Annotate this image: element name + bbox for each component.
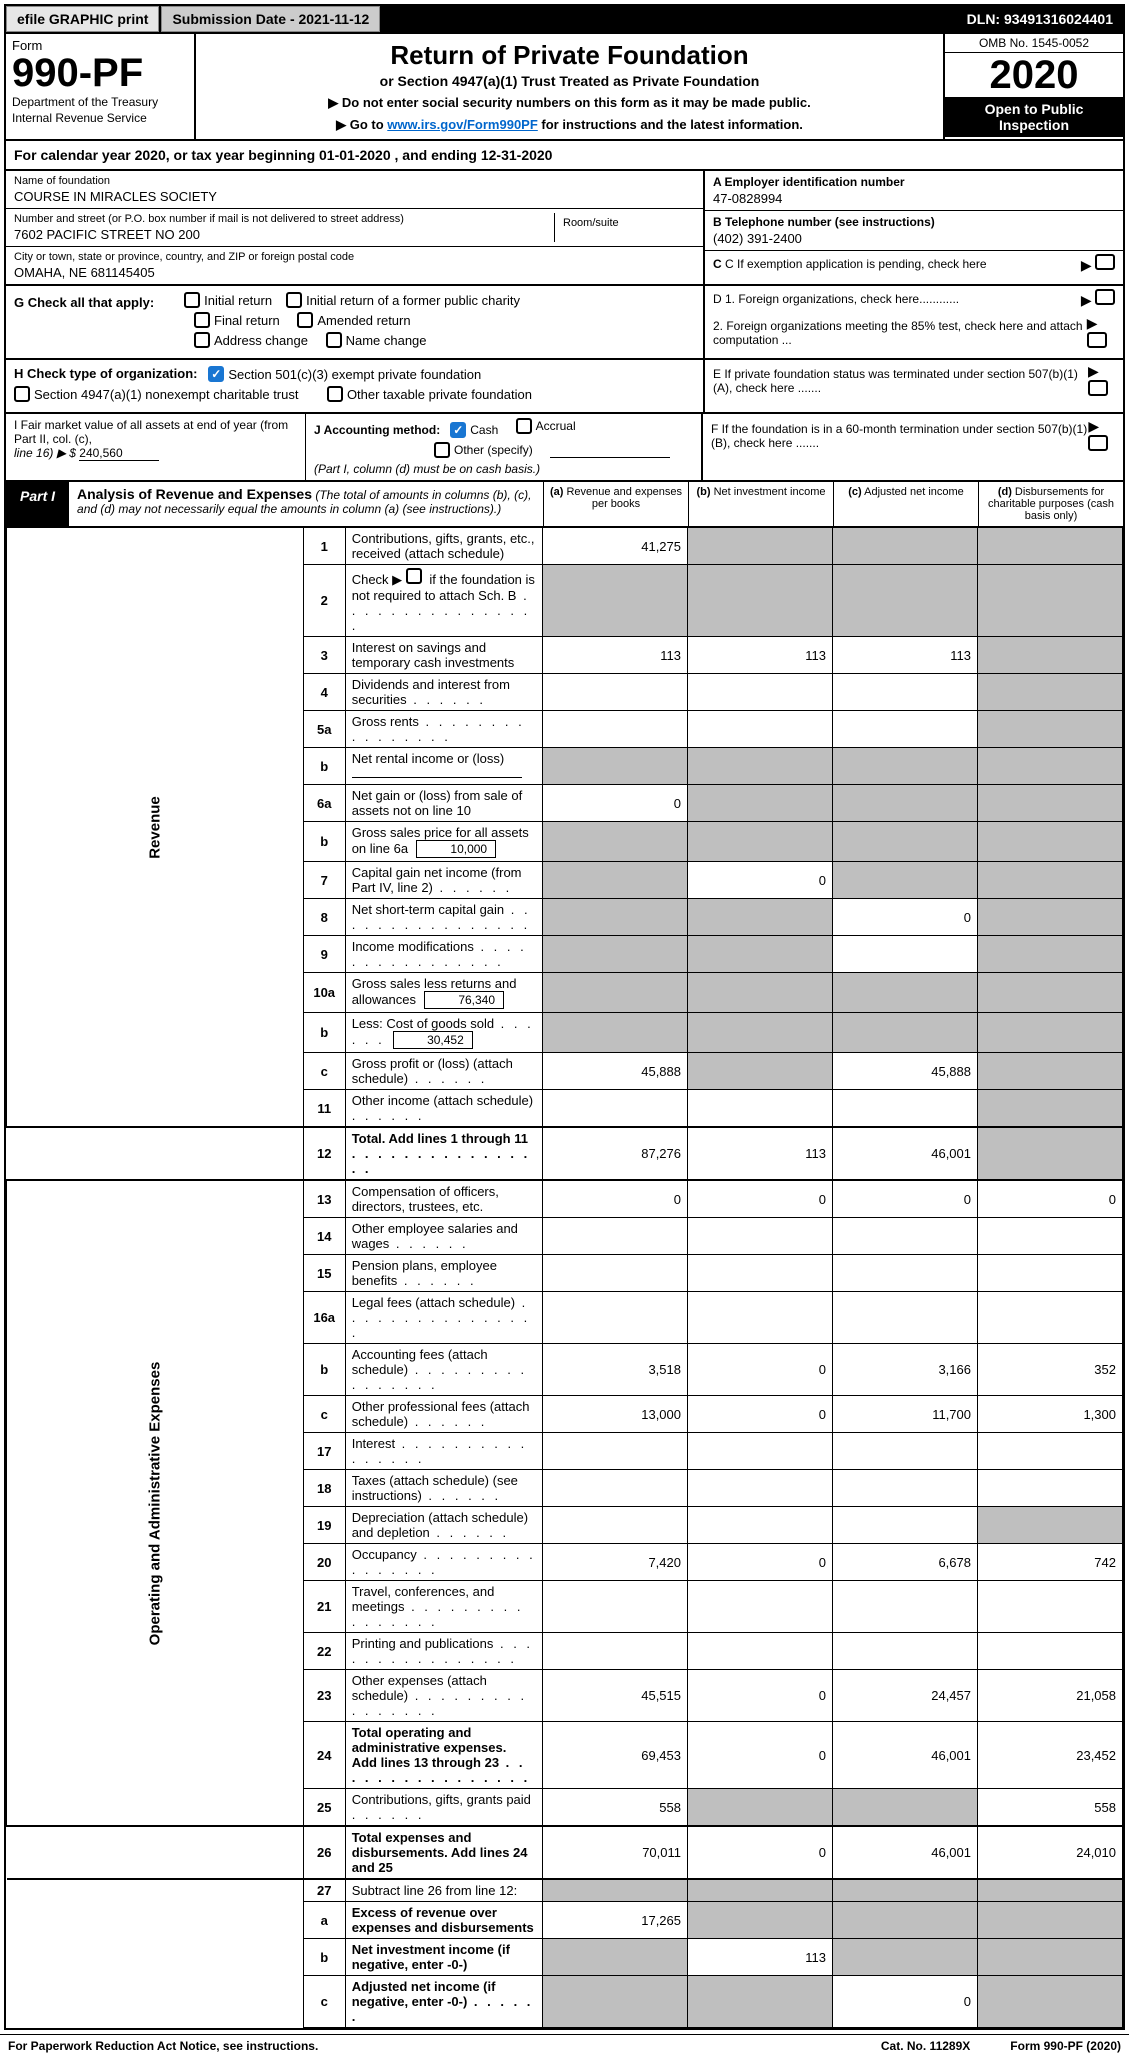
- e-block: E If private foundation status was termi…: [703, 360, 1123, 412]
- part1-header: Part I Analysis of Revenue and Expenses …: [6, 482, 1123, 527]
- g-name-checkbox[interactable]: [326, 332, 342, 348]
- footer-catno: Cat. No. 11289X: [881, 2039, 970, 2053]
- omb-number: OMB No. 1545-0052: [945, 34, 1123, 53]
- h-block: H Check type of organization: Section 50…: [6, 360, 1123, 414]
- h-left: H Check type of organization: Section 50…: [6, 360, 703, 412]
- footer-left: For Paperwork Reduction Act Notice, see …: [8, 2039, 318, 2053]
- form-container: efile GRAPHIC print Submission Date - 20…: [4, 4, 1125, 2030]
- g-left: G Check all that apply: Initial return I…: [6, 286, 703, 358]
- g-block: G Check all that apply: Initial return I…: [6, 286, 1123, 360]
- form-subtitle: or Section 4947(a)(1) Trust Treated as P…: [202, 73, 937, 89]
- note-ssn: ▶ Do not enter social security numbers o…: [202, 95, 937, 111]
- d2-label: 2. Foreign organizations meeting the 85%…: [713, 319, 1087, 347]
- c-label: C C If exemption application is pending,…: [713, 257, 987, 271]
- table-row: 12Total. Add lines 1 through 1187,276113…: [7, 1127, 1123, 1180]
- d1-label: D 1. Foreign organizations, check here..…: [713, 292, 959, 306]
- col-c-head: (c) Adjusted net income: [833, 482, 978, 526]
- open-to-public: Open to Public Inspection: [945, 97, 1123, 137]
- tax-year: 2020: [945, 53, 1123, 97]
- dept-irs: Internal Revenue Service: [12, 111, 188, 125]
- footer-form: Form 990-PF (2020): [1010, 2039, 1121, 2053]
- col-a-head: (a) Revenue and expenses per books: [543, 482, 688, 526]
- j-label: J Accounting method:: [314, 423, 440, 437]
- header-left: Form 990-PF Department of the Treasury I…: [6, 34, 196, 139]
- part1-title-cell: Analysis of Revenue and Expenses (The to…: [69, 482, 543, 526]
- arrow-icon: ▶: [1081, 257, 1092, 273]
- dept-treasury: Department of the Treasury: [12, 95, 188, 109]
- j-accrual-checkbox[interactable]: [516, 418, 532, 434]
- form-title: Return of Private Foundation: [202, 40, 937, 71]
- identity-block: Name of foundation COURSE IN MIRACLES SO…: [6, 171, 1123, 286]
- g-label: G Check all that apply:: [14, 295, 154, 310]
- table-row: Revenue 1 Contributions, gifts, grants, …: [7, 528, 1123, 565]
- identity-left: Name of foundation COURSE IN MIRACLES SO…: [6, 171, 703, 284]
- j-note: (Part I, column (d) must be on cash basi…: [314, 462, 540, 476]
- col-d-head: (d) Disbursements for charitable purpose…: [978, 482, 1123, 526]
- e-checkbox[interactable]: [1088, 380, 1108, 396]
- note-goto-pre: ▶ Go to: [336, 117, 387, 132]
- j-cell: J Accounting method: Cash Accrual Other …: [306, 414, 703, 480]
- c-checkbox[interactable]: [1095, 254, 1115, 270]
- part1-table: Revenue 1 Contributions, gifts, grants, …: [6, 527, 1123, 2028]
- g-amended-checkbox[interactable]: [297, 312, 313, 328]
- efile-print-button[interactable]: efile GRAPHIC print: [6, 6, 159, 32]
- g-address-checkbox[interactable]: [194, 332, 210, 348]
- city-label: City or town, state or province, country…: [14, 251, 695, 263]
- header-right: OMB No. 1545-0052 2020 Open to Public In…: [943, 34, 1123, 139]
- street-address: 7602 PACIFIC STREET NO 200: [14, 227, 554, 242]
- header-center: Return of Private Foundation or Section …: [196, 34, 943, 139]
- h-501c3-checkbox[interactable]: [208, 366, 224, 382]
- d-block: D 1. Foreign organizations, check here..…: [703, 286, 1123, 358]
- g-final-checkbox[interactable]: [194, 312, 210, 328]
- table-row: Operating and Administrative Expenses 13…: [7, 1180, 1123, 1218]
- j-cash-checkbox[interactable]: [450, 422, 466, 438]
- e-label: E If private foundation status was termi…: [713, 367, 1088, 395]
- topbar: efile GRAPHIC print Submission Date - 20…: [6, 6, 1123, 34]
- ein-label: A Employer identification number: [713, 175, 1115, 189]
- dln: DLN: 93491316024401: [957, 7, 1123, 31]
- i-label-2: line 16) ▶ $: [14, 446, 76, 460]
- i-cell: I Fair market value of all assets at end…: [6, 414, 306, 480]
- f-checkbox[interactable]: [1088, 435, 1108, 451]
- street-label: Number and street (or P.O. box number if…: [14, 213, 554, 225]
- schb-checkbox[interactable]: [406, 568, 422, 584]
- name-label: Name of foundation: [14, 175, 695, 187]
- identity-right: A Employer identification number 47-0828…: [703, 171, 1123, 284]
- part1-title: Analysis of Revenue and Expenses: [77, 486, 312, 502]
- d2-checkbox[interactable]: [1087, 332, 1107, 348]
- fmv-value: 240,560: [79, 446, 159, 461]
- note-goto: ▶ Go to www.irs.gov/Form990PF for instru…: [202, 117, 937, 133]
- col-b-head: (b) Net investment income: [688, 482, 833, 526]
- g-initial-former-checkbox[interactable]: [286, 292, 302, 308]
- note-goto-post: for instructions and the latest informat…: [538, 117, 803, 132]
- ijf-row: I Fair market value of all assets at end…: [6, 414, 1123, 482]
- calendar-year-row: For calendar year 2020, or tax year begi…: [6, 141, 1123, 171]
- d1-checkbox[interactable]: [1095, 289, 1115, 305]
- table-row: 27Subtract line 26 from line 12:: [7, 1879, 1123, 1902]
- page-footer: For Paperwork Reduction Act Notice, see …: [0, 2034, 1129, 2057]
- form-header: Form 990-PF Department of the Treasury I…: [6, 34, 1123, 141]
- f-label: F If the foundation is in a 60-month ter…: [711, 422, 1088, 450]
- h-other-checkbox[interactable]: [327, 386, 343, 402]
- part1-tab: Part I: [6, 482, 69, 526]
- foundation-name: COURSE IN MIRACLES SOCIETY: [14, 189, 695, 204]
- g-initial-checkbox[interactable]: [184, 292, 200, 308]
- phone-label: B Telephone number (see instructions): [713, 215, 1115, 229]
- ein-value: 47-0828994: [713, 191, 1115, 206]
- irs-link[interactable]: www.irs.gov/Form990PF: [387, 117, 538, 132]
- f-cell: F If the foundation is in a 60-month ter…: [703, 414, 1123, 480]
- ope-side-label: Operating and Administrative Expenses: [146, 1361, 163, 1645]
- phone-value: (402) 391-2400: [713, 231, 1115, 246]
- j-other-checkbox[interactable]: [434, 442, 450, 458]
- revenue-side-label: Revenue: [146, 685, 163, 969]
- i-label-1: I Fair market value of all assets at end…: [14, 418, 288, 446]
- city-state-zip: OMAHA, NE 681145405: [14, 265, 695, 280]
- form-number: 990-PF: [12, 53, 188, 93]
- table-row: 26Total expenses and disbursements. Add …: [7, 1826, 1123, 1879]
- h-label: H Check type of organization:: [14, 366, 197, 381]
- submission-date: Submission Date - 2021-11-12: [161, 6, 380, 32]
- h-4947-checkbox[interactable]: [14, 386, 30, 402]
- room-label: Room/suite: [563, 217, 687, 229]
